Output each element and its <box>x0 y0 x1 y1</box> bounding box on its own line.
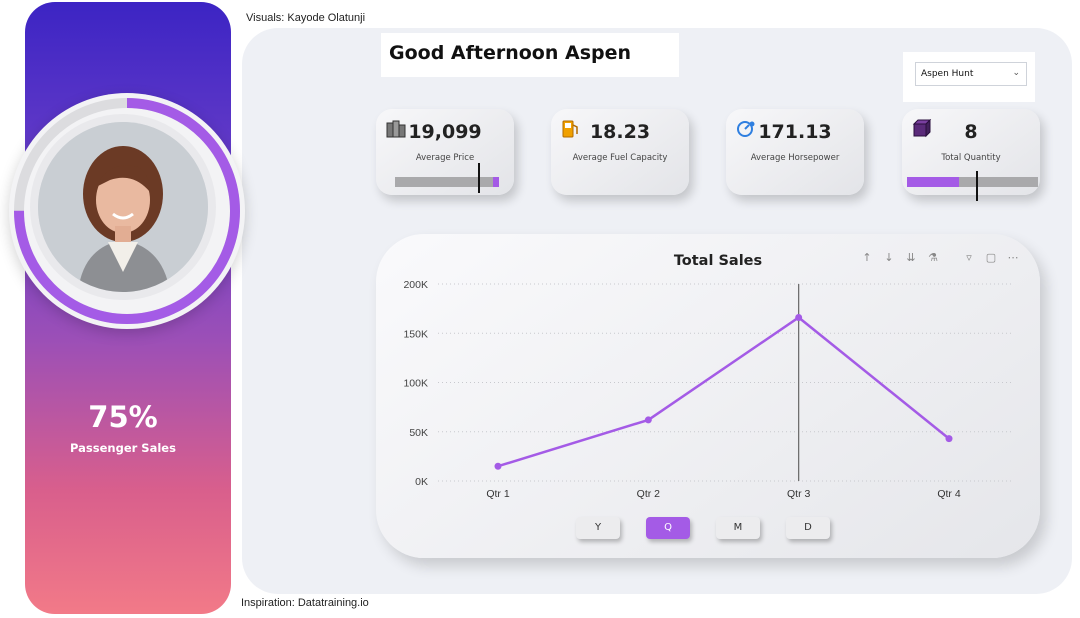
filter-icon[interactable]: ▿ <box>966 251 972 264</box>
gauge-icon <box>736 119 756 139</box>
average-horsepower-value: 171.13 <box>758 121 832 143</box>
average-price-label: Average Price <box>415 153 475 163</box>
series-line <box>497 315 950 468</box>
money-stack-icon <box>386 119 406 139</box>
total-quantity-bar <box>907 177 1038 187</box>
y-tick-label: 50K <box>409 427 428 439</box>
y-tick-label: 200K <box>403 279 428 291</box>
x-tick-label: Qtr 4 <box>937 488 960 500</box>
y-tick-label: 0K <box>415 476 428 488</box>
data-point <box>945 435 953 443</box>
period-button-month[interactable]: M <box>716 517 760 539</box>
total-sales-chart[interactable]: 0K 50K 100K 150K 200K Qtr 1 Qtr 2 Qtr 3 Qtr 4 <box>376 234 1040 558</box>
average-fuel-capacity-label: Average Fuel Capacity <box>572 153 668 163</box>
chart-toolbar: ↑ ↓ ⇊ ⚗ ▿ ▢ ⋯ <box>860 251 1020 264</box>
expand-hierarchy-icon[interactable]: ⚗ <box>928 251 938 264</box>
y-tick-label: 100K <box>403 378 428 390</box>
total-quantity-bar-fill <box>907 177 960 187</box>
more-options-icon[interactable]: ⋯ <box>1007 251 1019 264</box>
data-point <box>644 416 652 424</box>
total-quantity-value: 8 <box>964 121 978 143</box>
x-tick-label: Qtr 2 <box>637 488 660 500</box>
greeting-title: Good Afternoon Aspen <box>389 42 632 64</box>
user-select[interactable]: Aspen Hunt ⌄ <box>915 62 1027 86</box>
expand-next-level-icon[interactable]: ⇊ <box>906 251 916 264</box>
passenger-sales-percent: 75% <box>88 400 158 434</box>
user-filter-box: Aspen Hunt ⌄ <box>903 52 1035 102</box>
x-tick-label: Qtr 1 <box>486 488 509 500</box>
average-price-value: 19,099 <box>408 121 482 143</box>
kpi-card-average-fuel-capacity[interactable]: 18.23 Average Fuel Capacity <box>551 109 689 195</box>
chevron-down-icon[interactable]: ⌄ <box>1012 68 1020 78</box>
inspiration-credit: Inspiration: Datatraining.io <box>241 597 369 609</box>
period-button-year[interactable]: Y <box>576 517 620 539</box>
avatar-portrait <box>38 122 208 292</box>
visuals-credit: Visuals: Kayode Olatunji <box>246 12 366 24</box>
drill-down-icon[interactable]: ↓ <box>884 251 894 264</box>
drill-up-icon[interactable]: ↑ <box>862 251 872 264</box>
greeting-box: Good Afternoon Aspen <box>381 33 679 77</box>
average-price-target-marker <box>478 163 481 193</box>
period-button-quarter[interactable]: Q <box>646 517 690 539</box>
kpi-card-total-quantity[interactable]: 8 Total Quantity <box>902 109 1040 201</box>
average-price-bar-fill <box>492 177 499 187</box>
average-price-bar <box>395 177 499 187</box>
avatar <box>30 114 216 300</box>
period-toggle: Y Q M D <box>576 517 836 541</box>
average-horsepower-label: Average Horsepower <box>750 153 840 163</box>
chart-title: Total Sales <box>673 253 763 269</box>
cube-stack-icon <box>912 118 932 139</box>
total-sales-card: Total Sales ↑ ↓ ⇊ ⚗ ▿ ▢ ⋯ 0K 50K 100K 150K 2… <box>376 234 1040 558</box>
total-quantity-target-marker <box>976 171 979 201</box>
kpi-card-average-horsepower[interactable]: 171.13 Average Horsepower <box>726 109 864 195</box>
period-button-day[interactable]: D <box>786 517 830 539</box>
passenger-sales-caption: Passenger Sales <box>70 441 176 455</box>
y-tick-label: 150K <box>403 328 428 340</box>
x-tick-label: Qtr 3 <box>787 488 810 500</box>
fuel-pump-icon <box>561 119 581 139</box>
focus-mode-icon[interactable]: ▢ <box>985 251 997 264</box>
total-quantity-label: Total Quantity <box>941 153 1001 163</box>
user-select-value: Aspen Hunt <box>921 69 974 79</box>
average-fuel-capacity-value: 18.23 <box>589 121 651 143</box>
kpi-card-average-price[interactable]: 19,099 Average Price <box>376 109 514 195</box>
data-point <box>795 313 803 321</box>
data-point <box>494 462 502 470</box>
progress-ring-arc <box>14 98 240 324</box>
